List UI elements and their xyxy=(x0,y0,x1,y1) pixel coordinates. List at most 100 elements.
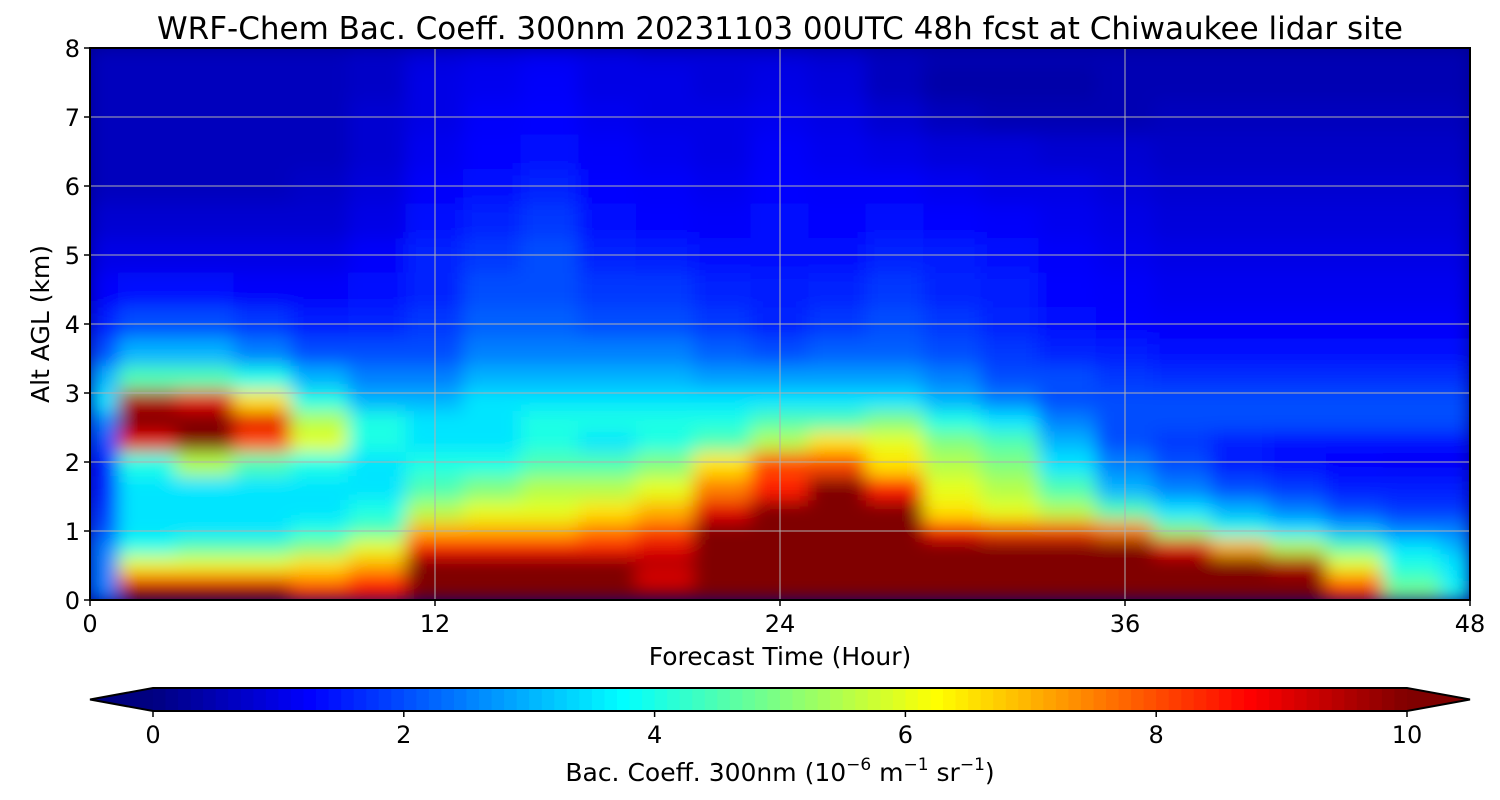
heatmap-cell xyxy=(1210,48,1270,66)
heatmap-cell xyxy=(865,520,925,539)
heatmap-cell xyxy=(693,475,752,501)
heatmap-cell xyxy=(175,133,235,170)
heatmap-cell xyxy=(290,337,350,366)
colorbar-segment xyxy=(1181,688,1195,711)
colorbar-segment xyxy=(1319,688,1333,711)
heatmap-cell xyxy=(808,499,867,522)
colorbar-segment xyxy=(1394,688,1408,711)
heatmap-cell xyxy=(463,48,522,66)
heatmap-cell xyxy=(463,451,522,477)
colorbar-segment xyxy=(341,688,355,711)
heatmap-cell xyxy=(635,389,695,411)
colorbar-segment xyxy=(642,688,656,711)
colorbar-segment xyxy=(303,688,317,711)
heatmap-cell xyxy=(1383,451,1442,477)
colorbar-segment xyxy=(541,688,555,711)
heatmap-cell xyxy=(233,389,292,411)
heatmap-cell xyxy=(635,451,695,477)
heatmap-cell xyxy=(175,554,235,573)
heatmap-cell xyxy=(1153,571,1212,587)
heatmap-cell xyxy=(1268,520,1327,539)
heatmap-cell xyxy=(865,133,925,170)
heatmap-cell xyxy=(808,585,867,600)
heatmap-cell xyxy=(1038,537,1097,556)
heatmap-cell xyxy=(118,364,177,391)
colorbar-segment xyxy=(1344,688,1358,711)
heatmap-cell xyxy=(865,271,925,308)
heatmap-cell xyxy=(980,202,1040,239)
heatmap-cell xyxy=(635,271,695,308)
heatmap-cell xyxy=(635,499,695,522)
heatmap-cell xyxy=(175,337,235,366)
colorbar-segment xyxy=(391,688,405,711)
heatmap-cell xyxy=(1038,571,1097,587)
heatmap-cell xyxy=(1325,537,1385,556)
colorbar-segment xyxy=(867,688,881,711)
heatmap-cell xyxy=(980,585,1040,600)
colorbar-segment xyxy=(566,688,580,711)
heatmap-cell xyxy=(233,271,292,308)
colorbar-segment xyxy=(1030,688,1044,711)
heatmap-cell xyxy=(980,499,1040,522)
heatmap-cell xyxy=(865,475,925,501)
heatmap-cell xyxy=(1210,337,1270,366)
heatmap-cell xyxy=(1268,451,1327,477)
heatmap-cell xyxy=(463,475,522,501)
heatmap-cell xyxy=(1440,64,1470,101)
heatmap-cell xyxy=(463,306,522,339)
colorbar-segment xyxy=(1093,688,1107,711)
colorbar-segment xyxy=(165,688,179,711)
heatmap-cell xyxy=(463,64,522,101)
heatmap-cell xyxy=(118,202,177,239)
heatmap-cell xyxy=(693,389,752,411)
heatmap-cell xyxy=(463,571,522,587)
heatmap-cell xyxy=(1038,520,1097,539)
heatmap-cell xyxy=(1268,389,1327,411)
heatmap-cell xyxy=(1268,306,1327,339)
heatmap-cell xyxy=(90,306,120,339)
heatmap-cell xyxy=(290,133,350,170)
x-tick-label: 0 xyxy=(82,610,97,638)
heatmap-cell xyxy=(463,585,522,600)
heatmap-cell xyxy=(693,409,752,432)
heatmap-cell xyxy=(520,364,580,391)
heatmap-cell xyxy=(290,306,350,339)
colorbar-label-mid: m xyxy=(871,758,903,787)
colorbar-segment xyxy=(466,688,480,711)
colorbar-segment xyxy=(917,688,932,711)
heatmap-cell xyxy=(290,409,350,432)
colorbar-label-exp1: −6 xyxy=(846,755,871,775)
heatmap-cell xyxy=(233,64,292,101)
colorbar-segment xyxy=(905,688,919,711)
heatmap-cell xyxy=(1038,48,1097,66)
y-axis-ticks: 0 1 2 3 4 5 6 7 8 xyxy=(65,35,90,615)
heatmap-cell xyxy=(980,409,1040,432)
heatmap-cell xyxy=(1440,271,1470,308)
heatmap-cell xyxy=(1038,133,1097,170)
heatmap-cell xyxy=(1268,430,1327,453)
heatmap-cell xyxy=(1038,430,1097,453)
heatmap-cell xyxy=(1440,306,1470,339)
heatmap-cell xyxy=(1325,554,1385,573)
colorbar-tick-label: 0 xyxy=(145,721,160,749)
heatmap-cell xyxy=(463,337,522,366)
heatmap-cell xyxy=(1210,554,1270,573)
heatmap-cell xyxy=(1268,475,1327,501)
heatmap-cell xyxy=(578,48,637,66)
x-tick-label: 24 xyxy=(765,610,796,638)
heatmap-cell xyxy=(463,202,522,239)
heatmap-cell xyxy=(348,554,407,573)
y-tick-label: 2 xyxy=(65,449,80,477)
heatmap-cell xyxy=(1268,271,1327,308)
colorbar-segment xyxy=(1294,688,1308,711)
heatmap-cell xyxy=(520,499,580,522)
heatmap-cell xyxy=(118,571,177,587)
heatmap-cell xyxy=(463,430,522,453)
heatmap-cell xyxy=(90,48,120,66)
heatmap-cell xyxy=(578,409,637,432)
heatmap-cell xyxy=(90,271,120,308)
colorbar-segment xyxy=(1143,688,1157,711)
colorbar-segment xyxy=(416,688,430,711)
colorbar-segment xyxy=(616,688,631,711)
heatmap-cell xyxy=(808,337,867,366)
